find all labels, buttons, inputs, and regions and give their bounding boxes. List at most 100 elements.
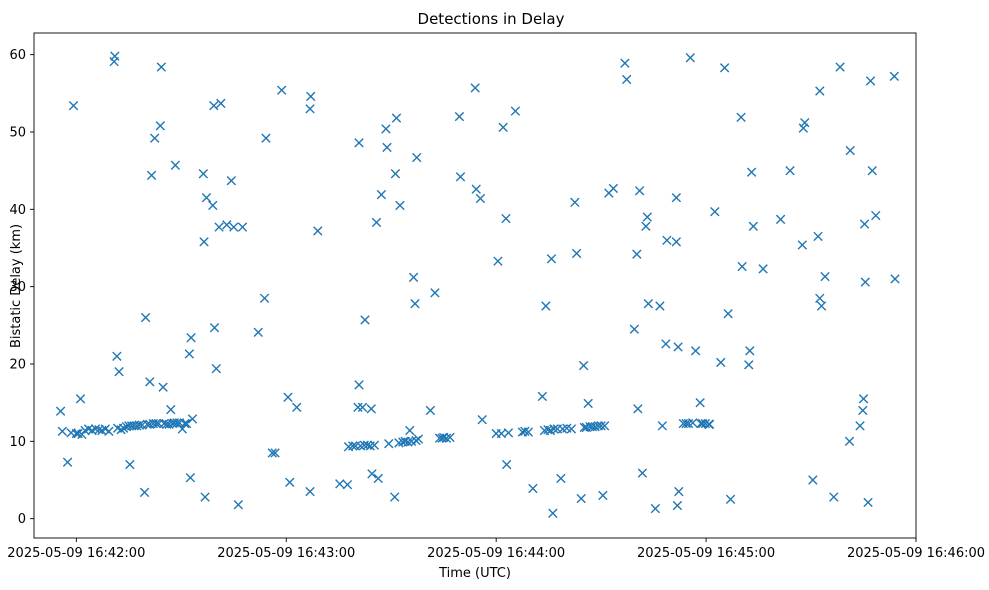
data-point xyxy=(214,222,224,232)
data-point xyxy=(596,421,606,431)
data-point xyxy=(493,256,503,266)
data-point xyxy=(410,298,420,309)
data-point xyxy=(146,170,157,180)
data-point xyxy=(360,315,370,325)
data-point xyxy=(425,405,436,416)
data-point xyxy=(867,165,877,176)
data-point xyxy=(503,428,514,438)
data-point xyxy=(650,503,661,514)
data-point xyxy=(621,74,632,85)
data-point xyxy=(643,298,654,309)
data-point xyxy=(261,133,271,143)
data-point xyxy=(583,398,593,409)
data-point xyxy=(408,272,419,283)
x-axis-ticks: 2025-05-09 16:42:00 2025-05-09 16:43:00 20… xyxy=(7,538,985,561)
data-point xyxy=(208,200,218,211)
data-point xyxy=(696,418,706,429)
data-point xyxy=(391,113,402,123)
data-point xyxy=(253,327,263,337)
data-point xyxy=(523,427,534,437)
data-point xyxy=(177,424,188,434)
data-point xyxy=(199,237,209,247)
data-point xyxy=(151,418,161,429)
data-point xyxy=(637,468,648,478)
data-point xyxy=(719,63,730,73)
data-point xyxy=(306,91,316,102)
data-point xyxy=(475,193,486,204)
data-point xyxy=(181,418,192,429)
data-point xyxy=(477,414,487,425)
data-point xyxy=(865,76,876,86)
data-point xyxy=(384,438,394,449)
data-point xyxy=(661,339,671,349)
data-point xyxy=(395,200,405,211)
data-point xyxy=(445,432,455,443)
data-point xyxy=(745,346,755,356)
data-point xyxy=(704,419,715,430)
data-point xyxy=(412,152,422,163)
data-point xyxy=(674,486,684,497)
data-point xyxy=(285,477,295,488)
data-point xyxy=(362,440,373,450)
x-tick-label: 2025-05-09 16:43:00 xyxy=(217,546,355,561)
data-point xyxy=(470,83,480,93)
data-point xyxy=(145,377,155,387)
data-point xyxy=(863,497,873,508)
data-point xyxy=(382,142,392,153)
data-point xyxy=(688,418,698,428)
data-point xyxy=(641,221,651,232)
data-point xyxy=(166,404,176,415)
data-point xyxy=(629,324,640,334)
data-point xyxy=(844,436,855,447)
data-points xyxy=(55,51,900,518)
y-axis-ticks: 0 10 20 30 40 50 60 xyxy=(9,48,34,527)
data-point xyxy=(305,104,315,114)
data-point xyxy=(685,53,696,63)
data-point xyxy=(695,397,705,408)
data-point xyxy=(342,479,353,490)
data-point xyxy=(180,418,190,429)
y-tick-label: 60 xyxy=(9,48,26,63)
data-point xyxy=(209,322,220,333)
data-point xyxy=(537,391,548,402)
data-point xyxy=(835,62,845,72)
data-point xyxy=(354,138,364,148)
data-point xyxy=(556,473,566,484)
data-point xyxy=(671,237,682,247)
data-point xyxy=(57,426,68,436)
y-tick-label: 0 xyxy=(18,512,26,527)
data-point xyxy=(599,421,610,431)
data-point xyxy=(632,249,642,259)
x-tick-label: 2025-05-09 16:45:00 xyxy=(637,546,775,561)
data-point xyxy=(725,494,736,505)
data-point xyxy=(723,309,733,319)
data-point xyxy=(283,392,293,402)
data-point xyxy=(209,101,219,111)
data-point xyxy=(369,440,380,450)
data-point xyxy=(164,419,174,430)
data-point xyxy=(655,301,665,311)
data-point xyxy=(642,212,653,222)
data-point xyxy=(549,424,559,434)
data-point xyxy=(541,301,551,311)
plot-area-frame xyxy=(33,32,917,539)
data-point xyxy=(390,492,400,502)
data-point xyxy=(140,312,151,323)
y-tick-label: 50 xyxy=(9,125,26,140)
data-point xyxy=(104,426,114,436)
data-point xyxy=(201,193,212,203)
data-point xyxy=(501,459,512,470)
x-tick-label: 2025-05-09 16:46:00 xyxy=(847,546,985,561)
data-point xyxy=(110,51,120,61)
data-point xyxy=(498,122,508,133)
data-point xyxy=(737,261,747,272)
data-point xyxy=(890,274,900,284)
data-point xyxy=(186,333,196,343)
data-point xyxy=(800,118,810,128)
data-point xyxy=(367,469,377,479)
data-point xyxy=(855,421,865,431)
data-point xyxy=(871,210,881,221)
y-tick-label: 20 xyxy=(9,357,26,372)
data-point xyxy=(371,217,382,228)
data-point xyxy=(746,167,757,177)
